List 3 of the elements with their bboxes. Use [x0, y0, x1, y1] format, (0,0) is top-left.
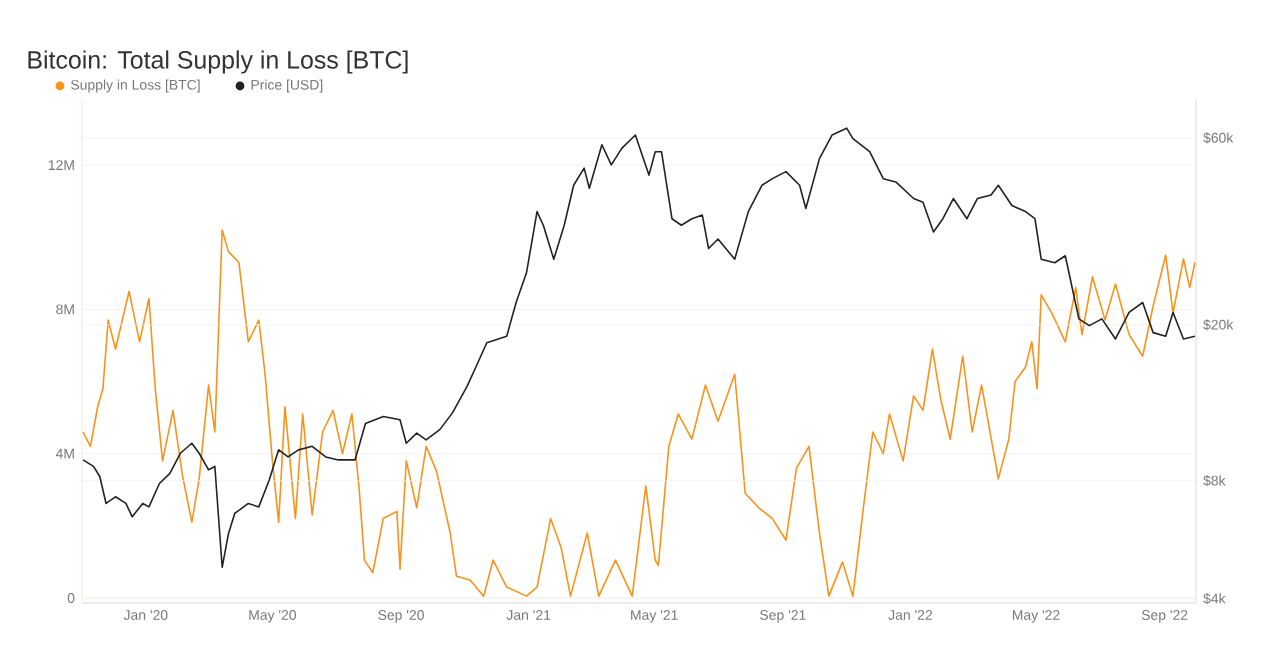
line-series	[82, 229, 1196, 597]
line-series	[82, 127, 1196, 569]
chart-title: Bitcoin: Total Supply in Loss [BTC]	[28, 50, 408, 74]
